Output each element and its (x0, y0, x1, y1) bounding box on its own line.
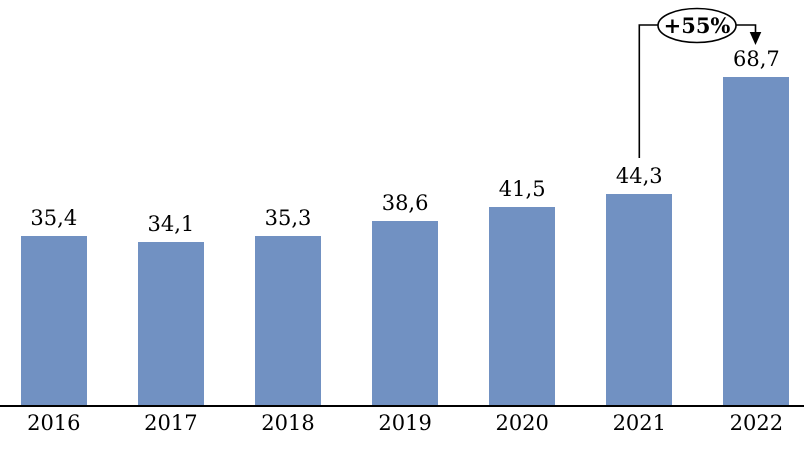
bar (137, 242, 204, 405)
bar-value-label: 68,7 (733, 47, 780, 71)
x-tick-label: 2021 (612, 411, 667, 435)
bar (372, 221, 439, 405)
bar-value-label: 35,4 (30, 206, 78, 230)
x-tick-label: 2022 (729, 411, 784, 435)
bar-value-label: 41,5 (498, 177, 546, 201)
x-tick-label: 2019 (378, 411, 432, 435)
x-tick-label: 2020 (495, 411, 549, 435)
bar (489, 207, 556, 405)
x-tick-label: 2018 (261, 411, 315, 435)
bar-value-label: 44,3 (615, 164, 663, 188)
bar (606, 194, 673, 405)
bar-value-label: 38,6 (381, 191, 429, 215)
x-axis-line (0, 405, 804, 407)
bar (255, 236, 321, 405)
bar-value-label: 34,1 (147, 212, 195, 236)
bar (723, 77, 790, 405)
bar-value-label: 35,3 (264, 206, 312, 230)
x-tick-label: 2017 (144, 411, 198, 435)
x-tick-label: 2016 (27, 411, 81, 435)
bar (20, 236, 87, 405)
